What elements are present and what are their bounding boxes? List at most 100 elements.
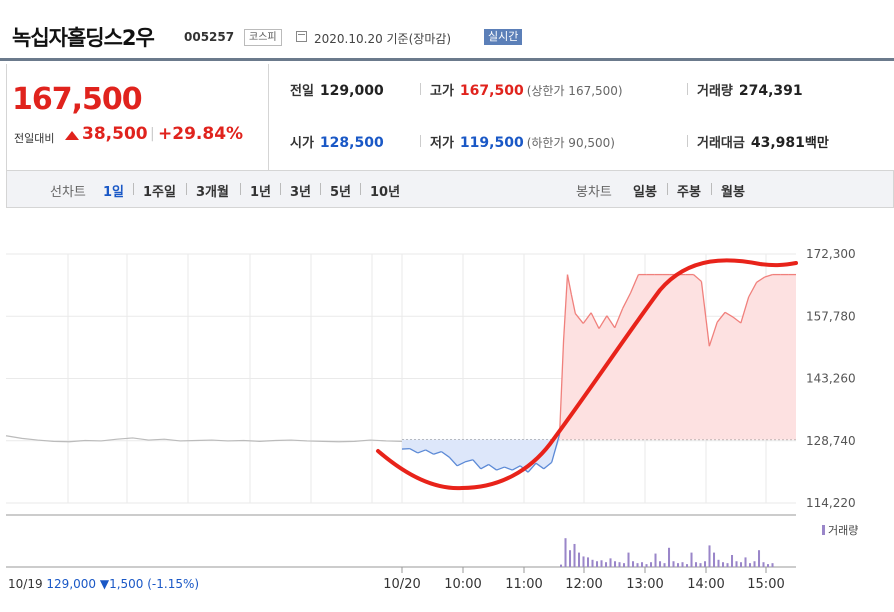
series-today-segment — [756, 276, 765, 283]
volume-bar — [731, 555, 734, 567]
series-today-segment — [724, 311, 734, 318]
volume-bar — [717, 559, 720, 567]
volume-bar — [668, 547, 671, 567]
series-today-segment — [496, 466, 505, 471]
series-today-segment — [409, 448, 419, 454]
series-today-segment — [464, 459, 474, 463]
volume-bar — [735, 561, 738, 567]
volume-value: 274,391 — [738, 83, 803, 99]
series-today-segment — [441, 451, 450, 458]
series-today-segment — [693, 274, 702, 282]
volume-bar — [771, 563, 774, 567]
change-rate: +29.84% — [158, 124, 244, 144]
volume-bar — [753, 561, 756, 567]
volume-bar — [677, 563, 680, 567]
volume-bar — [749, 563, 752, 567]
line-chart-label: 선차트 — [50, 185, 86, 200]
volume-bar — [744, 557, 747, 567]
date-text: 2020.10.20 기준(장마감) — [314, 32, 452, 46]
arrow-up-icon — [65, 131, 79, 140]
volume-bar — [578, 552, 581, 567]
volume-bar — [758, 550, 761, 567]
series-today-segment — [570, 294, 576, 314]
series-today-segment — [764, 273, 773, 278]
y-tick-label: 172,300 — [806, 247, 856, 261]
prev-close-stat: 전일 129,000 — [290, 80, 384, 99]
divider — [360, 183, 361, 195]
open-label: 시가 — [290, 136, 314, 151]
open-stat: 시가 128,500 — [290, 132, 384, 151]
prev-close-value: 129,000 — [319, 83, 384, 99]
tab-5y[interactable]: 5년 — [330, 185, 352, 200]
low-label: 저가 — [430, 136, 454, 151]
volume-bar — [762, 562, 765, 567]
volume-bar — [686, 564, 689, 567]
volume-bar — [627, 552, 630, 567]
amount-label: 거래대금 — [697, 136, 745, 151]
series-today-segment — [433, 451, 442, 455]
tab-1d[interactable]: 1일 — [103, 185, 125, 200]
series-today-segment — [527, 462, 537, 473]
high-value: 167,500 — [459, 83, 524, 99]
volume-bar — [618, 562, 621, 567]
area-above-baseline — [402, 274, 796, 440]
y-tick-label: 143,260 — [806, 372, 856, 386]
prev-close-label: 전일 — [290, 84, 314, 99]
y-tick-label: 157,780 — [806, 309, 856, 323]
chart-tabs — [6, 170, 894, 208]
realtime-button[interactable]: 실시간 — [484, 29, 523, 45]
volume-bar — [740, 562, 743, 567]
divider — [240, 183, 241, 195]
series-today-segment — [566, 274, 573, 295]
divider — [186, 183, 187, 195]
volume-bar — [690, 552, 693, 567]
tab-3m[interactable]: 3개월 — [196, 185, 229, 200]
volume-bar — [659, 561, 662, 567]
change-label: 전일대비 — [14, 132, 55, 145]
series-today-segment — [574, 313, 584, 324]
x-tick-label: 14:00 — [687, 577, 724, 592]
series-today-segment — [716, 311, 726, 323]
series-prev-day — [5, 435, 403, 443]
volume-bar — [582, 556, 585, 567]
tab-1y[interactable]: 1년 — [250, 185, 272, 200]
tab-monthly[interactable]: 월봉 — [721, 185, 745, 200]
series-today-segment — [488, 463, 497, 471]
x-tick-label: 12:00 — [565, 577, 602, 592]
divider — [420, 135, 421, 147]
x-tick-label: 15:00 — [747, 577, 784, 592]
volume-bar — [623, 563, 626, 567]
lower-limit: (하한가 90,500) — [526, 136, 615, 150]
volume-bar — [636, 563, 639, 567]
series-today-segment — [590, 312, 600, 329]
y-tick-label: 128,740 — [806, 434, 856, 448]
volume-bar — [632, 561, 635, 567]
tab-1w[interactable]: 1주일 — [143, 185, 176, 200]
divider — [420, 83, 421, 95]
series-today-segment — [622, 292, 632, 309]
y-tick-label: 114,220 — [806, 496, 856, 510]
divider — [268, 64, 269, 170]
volume-bar — [645, 564, 648, 567]
series-today-segment — [480, 463, 489, 470]
tab-daily[interactable]: 일봉 — [633, 185, 657, 200]
divider — [280, 183, 281, 195]
volume-stat: 거래량 274,391 — [697, 80, 803, 99]
stock-name: 녹십자홀딩스2우 — [12, 26, 155, 50]
volume-legend-swatch — [822, 525, 825, 535]
amount-stat: 거래대금 43,981백만 — [697, 132, 829, 151]
tab-3y[interactable]: 3년 — [290, 185, 312, 200]
divider — [711, 183, 712, 195]
series-today-segment — [558, 341, 565, 435]
x-tick-label: 13:00 — [626, 577, 663, 592]
series-today-segment — [535, 462, 545, 470]
volume-bar — [614, 561, 617, 567]
tab-10y[interactable]: 10년 — [370, 185, 401, 200]
divider — [687, 83, 688, 95]
volume-bar — [609, 558, 612, 567]
tab-weekly[interactable]: 주봉 — [677, 185, 701, 200]
volume-bar — [699, 563, 702, 567]
volume-bar — [681, 562, 684, 567]
change-value: 38,500 — [82, 124, 148, 144]
